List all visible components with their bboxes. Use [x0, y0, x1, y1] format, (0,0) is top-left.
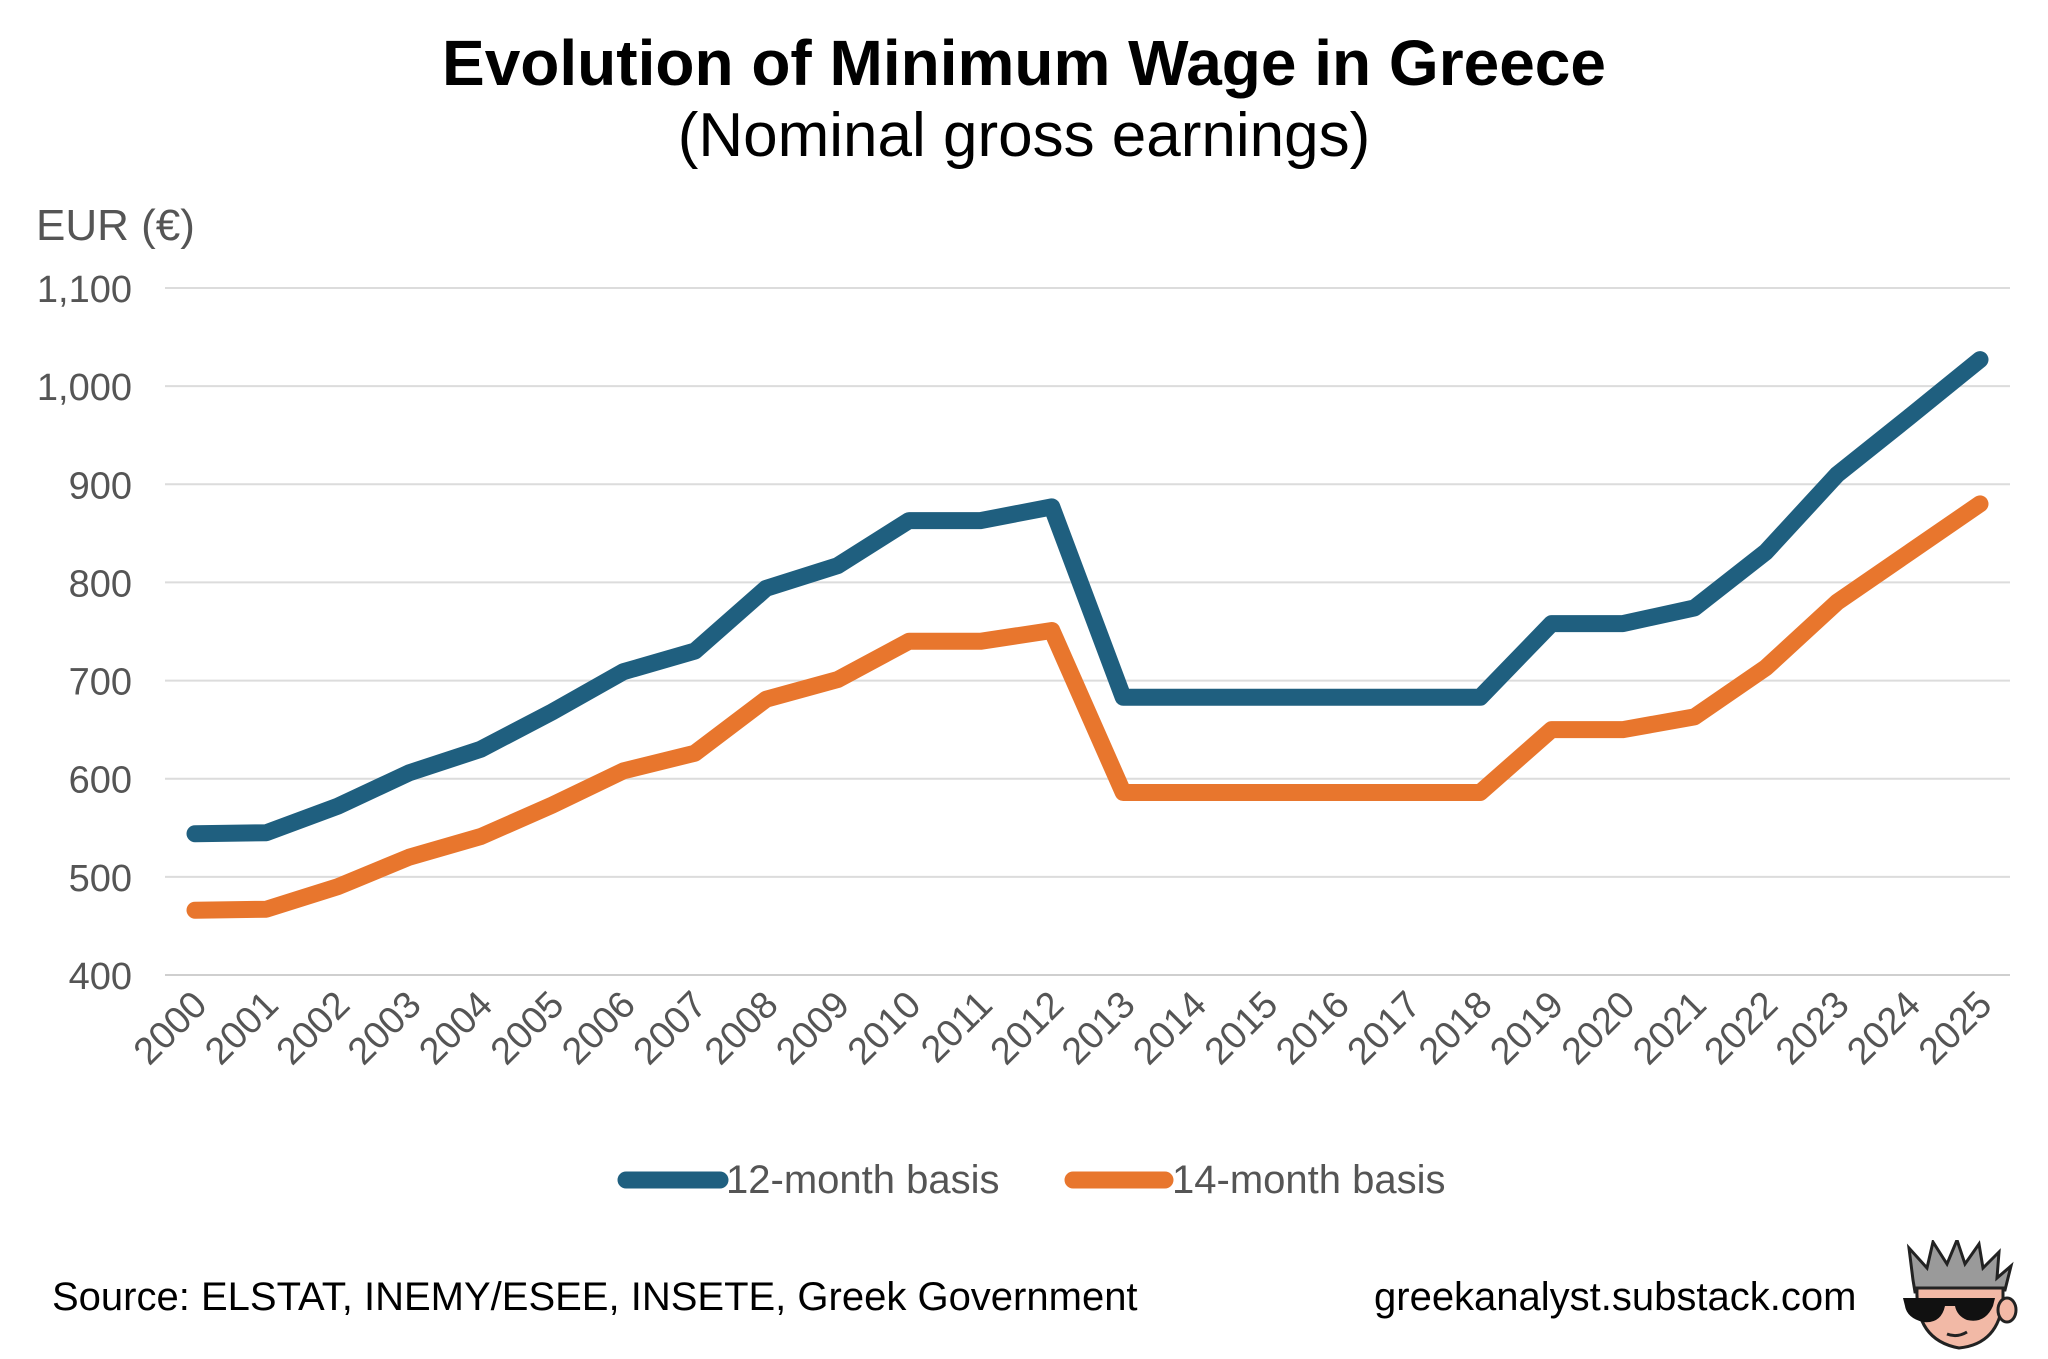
site-link[interactable]: greekanalyst.substack.com	[1374, 1275, 1857, 1319]
sunglasses-icon	[1903, 1298, 1995, 1323]
x-tick-label: 2003	[340, 984, 429, 1073]
x-tick-label: 2019	[1482, 984, 1571, 1073]
source-note: Source: ELSTAT, INEMY/ESEE, INSETE, Gree…	[52, 1275, 1138, 1319]
x-tick-label: 2015	[1197, 984, 1286, 1073]
y-tick-label: 400	[69, 956, 132, 998]
y-tick-label: 500	[69, 858, 132, 900]
x-tick-label: 2025	[1911, 984, 2000, 1073]
x-tick-label: 2006	[554, 984, 643, 1073]
y-tick-label: 900	[69, 465, 132, 507]
series-line-1	[186, 351, 1989, 843]
x-tick-label: 2020	[1554, 984, 1643, 1073]
x-tick-label: 2018	[1411, 984, 1500, 1073]
legend-label: 12-month basis	[726, 1158, 999, 1202]
chart-title: Evolution of Minimum Wage in Greece	[442, 27, 1606, 99]
x-axis-ticks: 2000200120022003200420052006200720082009…	[126, 984, 2000, 1073]
mascot-logo	[1903, 1240, 2018, 1350]
y-tick-label: 600	[69, 760, 132, 802]
line-chart: EUR (€) 400 500 600 700 800 900 1,000 1,100 200…	[36, 201, 2010, 1202]
mascot-mouth	[1946, 1330, 1968, 1338]
mascot-hair	[1906, 1240, 2014, 1294]
x-tick-label: 2009	[768, 984, 857, 1073]
y-tick-label: 1,100	[37, 269, 132, 311]
x-tick-label: 2016	[1268, 984, 1357, 1073]
x-tick-label: 2008	[697, 984, 786, 1073]
x-tick-label: 2002	[269, 984, 358, 1073]
x-tick-label: 2011	[913, 984, 1000, 1071]
legend-label: 14-month basis	[1172, 1158, 1445, 1202]
legend-item: 12-month basis	[617, 1158, 999, 1202]
x-tick-label: 2022	[1697, 984, 1786, 1073]
y-tick-label: 1,000	[37, 367, 132, 409]
x-tick-label: 2021	[1625, 984, 1714, 1073]
legend-item: 14-month basis	[1064, 1158, 1445, 1202]
x-tick-label: 2005	[483, 984, 572, 1073]
legend: 12-month basis 14-month basis	[617, 1158, 1445, 1202]
x-tick-label: 2024	[1839, 984, 1928, 1073]
y-tick-label: 800	[69, 563, 132, 605]
mascot-ear	[1996, 1296, 2018, 1324]
x-tick-label: 2001	[197, 984, 286, 1073]
x-tick-label: 2017	[1340, 984, 1429, 1073]
series-lines	[186, 351, 1989, 919]
y-tick-label: 700	[69, 662, 132, 704]
gridlines	[165, 287, 2010, 976]
x-tick-label: 2023	[1768, 984, 1857, 1073]
x-tick-label: 2014	[1125, 984, 1214, 1073]
chart-subtitle: (Nominal gross earnings)	[677, 101, 1371, 170]
series-line-2	[186, 495, 1989, 919]
x-tick-label: 2007	[626, 984, 715, 1073]
y-axis-ticks: 400 500 600 700 800 900 1,000 1,100	[37, 269, 132, 998]
x-tick-label: 2013	[1054, 984, 1143, 1073]
x-tick-label: 2012	[983, 984, 1072, 1073]
x-tick-label: 2004	[411, 984, 500, 1073]
x-tick-label: 2010	[840, 984, 929, 1073]
y-axis-label: EUR (€)	[36, 201, 195, 250]
x-tick-label: 2000	[126, 984, 215, 1073]
